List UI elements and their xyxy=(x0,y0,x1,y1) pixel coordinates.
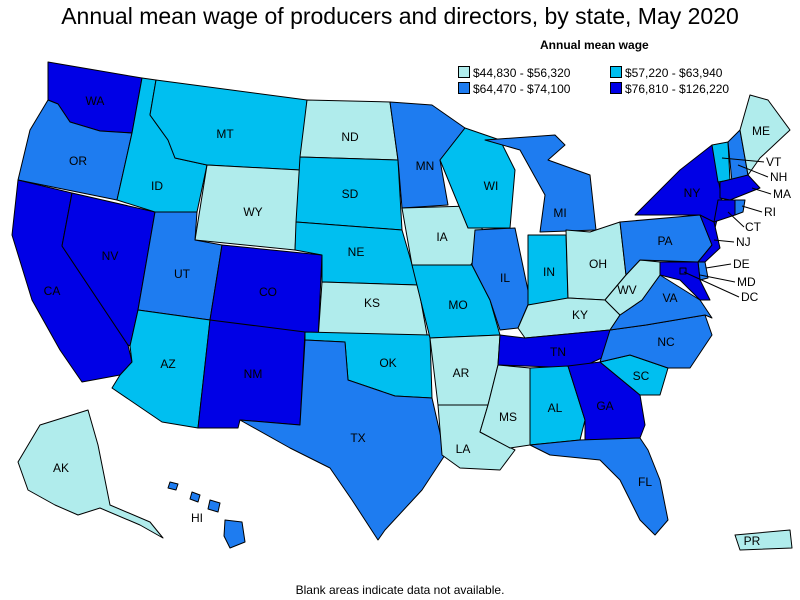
label-CO: CO xyxy=(259,285,277,299)
leader-DC xyxy=(683,271,740,298)
label-AL: AL xyxy=(548,401,563,415)
footnote: Blank areas indicate data not available. xyxy=(295,583,505,597)
label-WI: WI xyxy=(484,179,499,193)
state-DC[interactable] xyxy=(679,267,687,275)
label-ND: ND xyxy=(341,130,359,144)
label-UT: UT xyxy=(174,267,191,281)
label-HI: HI xyxy=(191,511,203,525)
label-MA: MA xyxy=(773,187,791,201)
leader-VT xyxy=(721,157,765,163)
label-MT: MT xyxy=(216,127,234,141)
state-MN[interactable] xyxy=(389,101,466,209)
label-NJ: NJ xyxy=(736,235,751,249)
state-MO[interactable] xyxy=(411,264,501,339)
leader-CT xyxy=(727,211,745,228)
state-KS[interactable] xyxy=(317,281,429,341)
state-AK[interactable] xyxy=(17,409,164,539)
map-title: Annual mean wage of producers and direct… xyxy=(61,3,739,29)
state-CT[interactable] xyxy=(713,199,736,223)
label-WY: WY xyxy=(243,205,262,219)
state-TX[interactable] xyxy=(239,339,446,541)
label-AZ: AZ xyxy=(160,357,175,371)
legend-label-2: $57,220 - $63,940 xyxy=(625,66,723,80)
leader-RI xyxy=(741,205,763,213)
label-NM: NM xyxy=(244,367,263,381)
label-OH: OH xyxy=(589,257,607,271)
legend-title: Annual mean wage xyxy=(540,38,649,52)
label-SC: SC xyxy=(633,369,650,383)
label-TX: TX xyxy=(350,431,365,445)
label-ID: ID xyxy=(151,179,163,193)
legend-label-1: $44,830 - $56,320 xyxy=(473,66,571,80)
label-RI: RI xyxy=(764,205,776,219)
label-MD: MD xyxy=(737,275,756,289)
label-NY: NY xyxy=(684,186,701,200)
legend-item-2: $57,220 - $63,940 xyxy=(610,66,722,80)
leader-NJ xyxy=(713,239,735,243)
state-AL[interactable] xyxy=(529,365,586,446)
label-TN: TN xyxy=(550,345,566,359)
legend-swatch-4 xyxy=(610,82,622,94)
label-OK: OK xyxy=(379,356,396,370)
legend-item-3: $64,470 - $74,100 xyxy=(458,82,570,96)
label-DC: DC xyxy=(741,290,759,304)
legend-swatch-3 xyxy=(458,82,470,94)
label-DE: DE xyxy=(733,257,750,271)
label-VT: VT xyxy=(766,155,782,169)
leader-NH xyxy=(737,164,769,178)
label-ME: ME xyxy=(752,124,770,138)
label-AR: AR xyxy=(453,366,470,380)
state-IL[interactable] xyxy=(471,227,531,331)
legend-swatch-1 xyxy=(458,66,470,78)
state-MD[interactable] xyxy=(659,261,711,301)
state-HI[interactable] xyxy=(167,481,246,549)
label-LA: LA xyxy=(456,442,471,456)
leader-MA xyxy=(751,187,772,195)
label-GA: GA xyxy=(596,399,613,413)
leader-DE xyxy=(705,263,732,269)
legend-item-1: $44,830 - $56,320 xyxy=(458,66,570,80)
label-SD: SD xyxy=(342,187,359,201)
label-IA: IA xyxy=(436,230,447,244)
label-NC: NC xyxy=(657,335,675,349)
label-OR: OR xyxy=(69,154,87,168)
label-KY: KY xyxy=(572,308,588,322)
state-MA[interactable] xyxy=(719,174,761,201)
label-IL: IL xyxy=(500,271,510,285)
label-MS: MS xyxy=(499,410,517,424)
label-MN: MN xyxy=(416,159,435,173)
label-PA: PA xyxy=(657,234,672,248)
legend-label-3: $64,470 - $74,100 xyxy=(473,82,571,96)
label-WV: WV xyxy=(617,283,636,297)
legend-swatch-2 xyxy=(610,66,622,78)
label-NH: NH xyxy=(770,170,787,184)
legend-item-4: $76,810 - $126,220 xyxy=(610,82,729,96)
label-CT: CT xyxy=(745,220,762,234)
legend-label-4: $76,810 - $126,220 xyxy=(625,82,730,96)
label-AK: AK xyxy=(53,461,69,475)
state-PR[interactable] xyxy=(734,529,793,551)
state-MI[interactable] xyxy=(484,134,597,233)
label-VA: VA xyxy=(662,291,677,305)
label-WA: WA xyxy=(86,94,105,108)
label-IN: IN xyxy=(543,265,555,279)
label-PR: PR xyxy=(744,534,761,548)
label-FL: FL xyxy=(638,475,652,489)
state-FL[interactable] xyxy=(529,437,669,536)
label-CA: CA xyxy=(44,284,61,298)
leader-MD xyxy=(699,274,736,283)
label-NE: NE xyxy=(348,245,365,259)
state-WI[interactable] xyxy=(439,127,516,229)
label-MO: MO xyxy=(448,298,467,312)
label-NV: NV xyxy=(102,249,119,263)
label-KS: KS xyxy=(364,296,380,310)
state-RI[interactable] xyxy=(734,199,746,216)
label-MI: MI xyxy=(553,206,566,220)
